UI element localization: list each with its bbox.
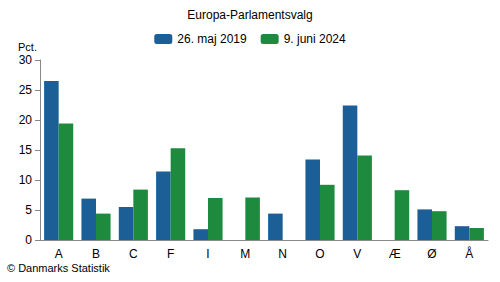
- svg-text:M: M: [240, 247, 250, 261]
- svg-text:5: 5: [25, 203, 32, 217]
- svg-text:I: I: [206, 247, 209, 261]
- svg-text:Ø: Ø: [427, 247, 436, 261]
- svg-text:C: C: [129, 247, 138, 261]
- svg-text:V: V: [353, 247, 361, 261]
- svg-text:30: 30: [19, 53, 33, 67]
- svg-text:F: F: [167, 247, 174, 261]
- svg-text:Europa-Parlamentsvalg: Europa-Parlamentsvalg: [187, 8, 312, 22]
- svg-text:25: 25: [19, 83, 33, 97]
- svg-text:10: 10: [19, 173, 33, 187]
- svg-text:9. juni 2024: 9. juni 2024: [284, 32, 346, 46]
- svg-text:0: 0: [25, 233, 32, 247]
- svg-text:Å: Å: [465, 246, 473, 261]
- svg-text:© Danmarks Statistik: © Danmarks Statistik: [7, 262, 110, 274]
- svg-text:26. maj 2019: 26. maj 2019: [177, 32, 247, 46]
- svg-text:O: O: [315, 247, 324, 261]
- svg-text:15: 15: [19, 143, 33, 157]
- svg-text:Æ: Æ: [389, 247, 401, 261]
- svg-text:A: A: [55, 247, 63, 261]
- svg-text:20: 20: [19, 113, 33, 127]
- svg-text:Pct.: Pct.: [18, 41, 37, 53]
- svg-text:B: B: [92, 247, 100, 261]
- svg-text:N: N: [278, 247, 287, 261]
